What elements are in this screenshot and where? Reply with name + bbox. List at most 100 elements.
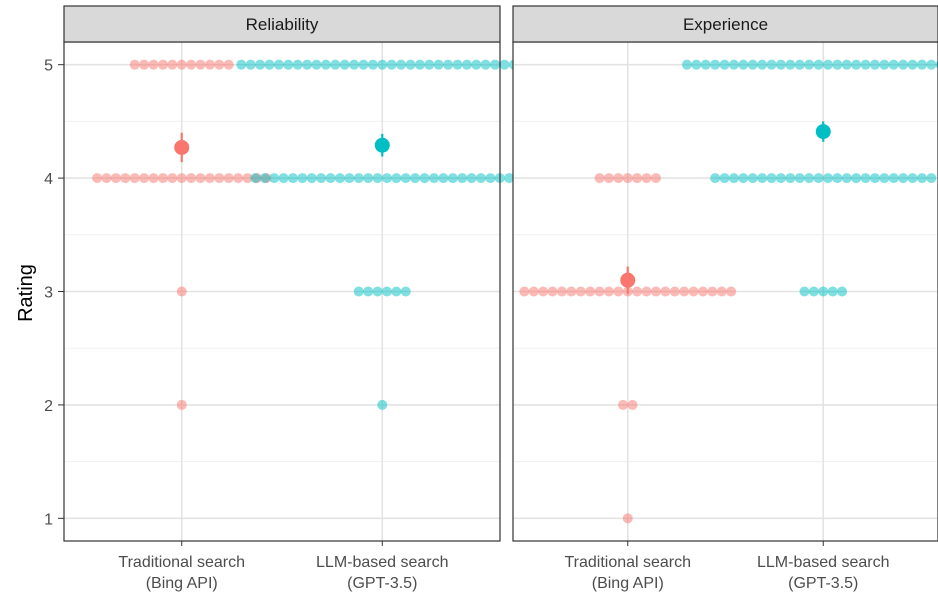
- rating-point: [400, 173, 411, 184]
- rating-point: [461, 59, 472, 70]
- rating-point: [372, 173, 383, 184]
- rating-point: [129, 59, 140, 70]
- rating-point: [547, 286, 558, 297]
- rating-point: [480, 59, 491, 70]
- rating-point: [353, 173, 364, 184]
- rating-point: [888, 173, 899, 184]
- rating-point: [860, 173, 871, 184]
- rating-point: [302, 59, 313, 70]
- rating-point: [204, 173, 215, 184]
- rating-point: [691, 59, 702, 70]
- rating-point: [311, 59, 322, 70]
- rating-point: [428, 173, 439, 184]
- rating-point: [907, 59, 918, 70]
- facet-strip: [512, 5, 938, 43]
- rating-point: [306, 173, 317, 184]
- rating-point: [391, 173, 402, 184]
- rating-point: [622, 513, 633, 524]
- rating-point: [757, 59, 768, 70]
- rating-point: [728, 173, 739, 184]
- rating-point: [841, 59, 852, 70]
- rating-point: [660, 286, 671, 297]
- rating-point: [344, 173, 355, 184]
- rating-point: [438, 173, 449, 184]
- rating-point: [186, 173, 197, 184]
- rating-point: [697, 286, 708, 297]
- rating-point: [242, 173, 253, 184]
- rating-point: [926, 173, 937, 184]
- rating-point: [719, 173, 730, 184]
- rating-point: [832, 59, 843, 70]
- rating-point: [325, 173, 336, 184]
- rating-point: [603, 286, 614, 297]
- rating-point: [499, 59, 510, 70]
- rating-point: [747, 173, 758, 184]
- y-axis-title: Rating: [15, 264, 37, 322]
- y-tick-label: 5: [44, 58, 53, 75]
- mean-point: [374, 137, 390, 153]
- facet-panel-experience: Experience Traditional search (Bing API) LL…: [512, 5, 938, 592]
- rating-point: [641, 173, 652, 184]
- y-tick-label: 1: [44, 511, 53, 528]
- rating-point: [381, 286, 392, 297]
- rating-point: [766, 59, 777, 70]
- rating-point: [110, 173, 121, 184]
- rating-point: [813, 173, 824, 184]
- rating-point: [594, 173, 605, 184]
- rating-point: [632, 173, 643, 184]
- rating-point: [236, 59, 247, 70]
- rating-point: [747, 59, 758, 70]
- rating-point: [363, 286, 374, 297]
- rating-point: [466, 173, 477, 184]
- rating-point: [367, 59, 378, 70]
- rating-point: [176, 399, 187, 410]
- rating-point: [377, 59, 388, 70]
- rating-point: [650, 286, 661, 297]
- rating-point: [259, 173, 270, 184]
- rating-point: [613, 173, 624, 184]
- rating-point: [287, 173, 298, 184]
- y-tick-label: 4: [44, 171, 53, 188]
- mean-point: [815, 124, 831, 140]
- x-tick-label: (GPT-3.5): [347, 575, 417, 592]
- x-tick-label: LLM-based search: [316, 554, 449, 571]
- x-tick-label: (Bing API): [592, 575, 664, 592]
- rating-point: [101, 173, 112, 184]
- rating-point: [681, 59, 692, 70]
- rating-point: [452, 59, 463, 70]
- rating-point: [618, 399, 629, 410]
- rating-point: [757, 173, 768, 184]
- rating-point: [223, 59, 234, 70]
- rating-point: [424, 59, 435, 70]
- facet-title: Experience: [683, 15, 768, 34]
- rating-point: [794, 59, 805, 70]
- rating-point: [879, 173, 890, 184]
- rating-point: [176, 173, 187, 184]
- rating-point: [283, 59, 294, 70]
- rating-point: [214, 173, 225, 184]
- rating-point: [349, 59, 360, 70]
- rating-point: [157, 173, 168, 184]
- rating-point: [278, 173, 289, 184]
- rating-point: [738, 59, 749, 70]
- facet-strip: [63, 5, 501, 43]
- rating-point: [851, 173, 862, 184]
- rating-point: [728, 59, 739, 70]
- rating-point: [766, 173, 777, 184]
- rating-point: [255, 59, 266, 70]
- rating-point: [603, 173, 614, 184]
- rating-point: [471, 59, 482, 70]
- rating-point: [528, 286, 539, 297]
- rating-point: [391, 286, 402, 297]
- rating-point: [405, 59, 416, 70]
- rating-point: [377, 399, 388, 410]
- rating-point: [710, 173, 721, 184]
- facet-panel-reliability: Reliability Traditional search (Bing API) L…: [63, 5, 529, 592]
- rating-point: [504, 173, 515, 184]
- rating-point: [334, 173, 345, 184]
- rating-point: [410, 173, 421, 184]
- rating-point: [898, 173, 909, 184]
- rating-point: [879, 59, 890, 70]
- rating-point: [195, 59, 206, 70]
